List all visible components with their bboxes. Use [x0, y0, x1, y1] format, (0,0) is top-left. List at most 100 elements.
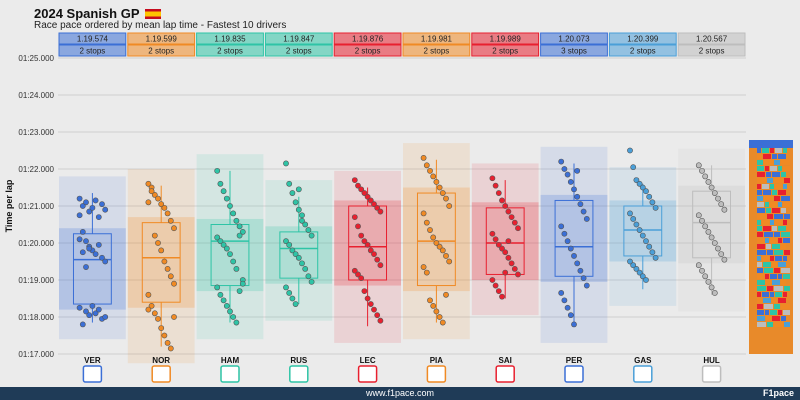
iqr-band: [540, 194, 608, 282]
lap-point: [236, 223, 243, 230]
mean-lap-cell: [402, 32, 471, 45]
lap-point: [155, 195, 161, 202]
lap-point: [76, 304, 83, 311]
strip-segment: [784, 250, 790, 255]
lap-point: [230, 258, 237, 265]
stops-cell: [540, 44, 608, 57]
strip-segment: [762, 256, 769, 261]
strip-segment: [778, 226, 786, 231]
lap-point: [652, 254, 659, 261]
strip-segment: [770, 220, 774, 225]
alpine-logo: [633, 365, 653, 383]
lap-point: [636, 180, 643, 187]
lap-point: [371, 306, 377, 313]
lap-point: [358, 186, 365, 193]
haas-logo: [701, 365, 722, 383]
lap-point: [239, 228, 246, 235]
ferrari-logo: [357, 365, 378, 383]
stops-label: 2 stops: [355, 47, 381, 56]
strip-segment: [770, 256, 774, 261]
lap-point: [364, 193, 371, 200]
lap-point: [158, 201, 165, 208]
lap-point: [158, 325, 165, 331]
mercedes-logo: [220, 365, 240, 383]
strip-segment: [757, 238, 764, 243]
red-bull-logo: [82, 365, 103, 383]
strip-segment: [757, 304, 763, 309]
lap-point: [508, 260, 515, 267]
stops-label: 2 stops: [286, 47, 312, 56]
lap-point: [420, 154, 427, 161]
lap-point: [167, 217, 174, 224]
strip-segment: [757, 274, 764, 279]
lap-point: [564, 304, 571, 311]
lap-point: [436, 184, 443, 191]
y-tick-label: 01:23.000: [18, 128, 54, 137]
strip-segment: [783, 238, 790, 243]
lap-point: [630, 262, 637, 269]
strip-segment: [774, 232, 780, 237]
lap-point: [495, 190, 502, 196]
lap-point: [364, 295, 371, 302]
lap-point: [289, 247, 296, 254]
lap-point: [86, 208, 93, 215]
lap-point: [721, 206, 728, 213]
lap-point: [699, 217, 705, 224]
lap-point: [583, 282, 590, 289]
x-tick-label: VER: [84, 356, 101, 365]
strip-segment: [772, 244, 780, 249]
lap-point: [377, 208, 384, 215]
strip-segment: [778, 202, 782, 207]
lap-point: [439, 247, 446, 254]
iqr-band: [59, 228, 126, 310]
stops-label: 2 stops: [217, 47, 243, 56]
strip-segment: [783, 202, 790, 207]
lap-point: [351, 214, 358, 220]
lap-point: [227, 203, 233, 209]
lap-point: [308, 278, 315, 285]
lap-point: [289, 190, 296, 196]
y-tick-label: 01:24.000: [18, 91, 54, 100]
strip-segment: [767, 250, 773, 255]
footer-url[interactable]: www.f1pace.com: [365, 388, 435, 398]
iqr-box: [692, 190, 732, 259]
strip-segment: [757, 160, 763, 165]
strip-segment: [757, 166, 764, 171]
lap-point: [561, 297, 568, 304]
mean-lap-label: 1.20.073: [558, 35, 590, 44]
y-tick-label: 01:22.000: [18, 165, 54, 174]
lap-point: [508, 214, 515, 220]
lap-point: [423, 269, 430, 276]
lap-point: [355, 223, 361, 230]
lap-point: [171, 225, 177, 232]
strip-segment: [757, 178, 766, 183]
strip-segment: [772, 226, 777, 231]
lap-point: [446, 203, 453, 209]
lap-point: [230, 210, 237, 217]
strip-segment: [757, 226, 762, 231]
lap-point: [236, 232, 243, 239]
lap-point: [145, 180, 152, 187]
lap-point: [711, 190, 718, 196]
lap-point: [564, 171, 571, 178]
stops-label: 2 stops: [148, 47, 174, 56]
lap-point: [92, 310, 99, 317]
lap-point: [167, 273, 174, 280]
page-subtitle: Race pace ordered by mean lap time - Fas…: [34, 20, 287, 31]
lap-point: [567, 179, 574, 185]
strip-segment: [757, 298, 762, 303]
lap-point: [636, 227, 643, 233]
lap-point: [361, 190, 368, 196]
strip-segment: [757, 214, 766, 219]
lap-point: [233, 217, 240, 224]
strip-segment: [757, 256, 761, 261]
stops-cell: [677, 44, 746, 57]
lap-point: [515, 225, 521, 232]
lap-point: [492, 182, 499, 189]
lap-point: [492, 236, 499, 243]
lap-point: [502, 203, 509, 209]
lap-point: [627, 210, 633, 217]
strip-segment: [774, 250, 783, 255]
mercedes-logo: [289, 365, 309, 383]
strip-segment: [762, 292, 769, 297]
